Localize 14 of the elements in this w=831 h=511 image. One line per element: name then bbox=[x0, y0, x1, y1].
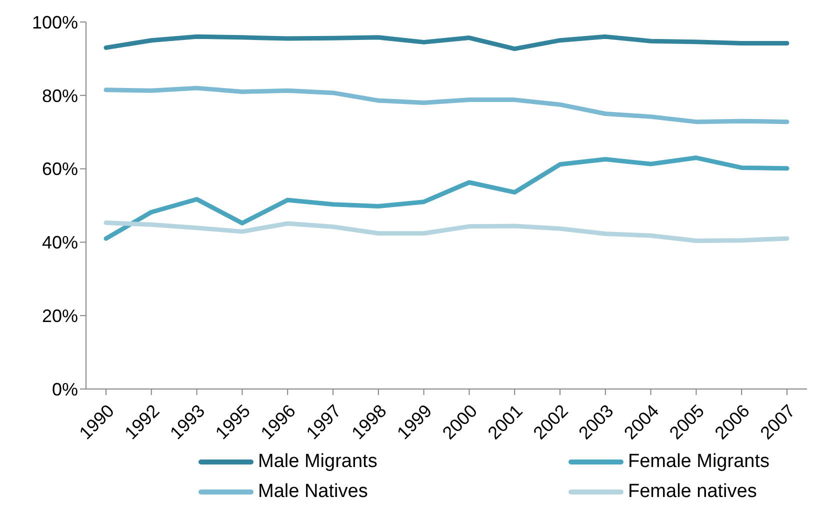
y-tick-label: 40% bbox=[42, 232, 78, 253]
line-series bbox=[104, 220, 790, 243]
legend-label: Female natives bbox=[628, 481, 757, 503]
legend-label: Female Migrants bbox=[628, 451, 770, 473]
y-tick-label: 100% bbox=[32, 12, 78, 32]
y-tick-label: 0% bbox=[52, 379, 78, 400]
line-series bbox=[104, 34, 790, 52]
legend-label: Male Natives bbox=[258, 481, 368, 503]
line-series bbox=[104, 156, 790, 241]
y-tick-label: 80% bbox=[42, 86, 78, 106]
legend-label: Male Migrants bbox=[258, 451, 378, 473]
y-tick-label: 20% bbox=[42, 306, 78, 326]
y-tick-label: 60% bbox=[42, 159, 78, 180]
line-series bbox=[104, 86, 790, 124]
